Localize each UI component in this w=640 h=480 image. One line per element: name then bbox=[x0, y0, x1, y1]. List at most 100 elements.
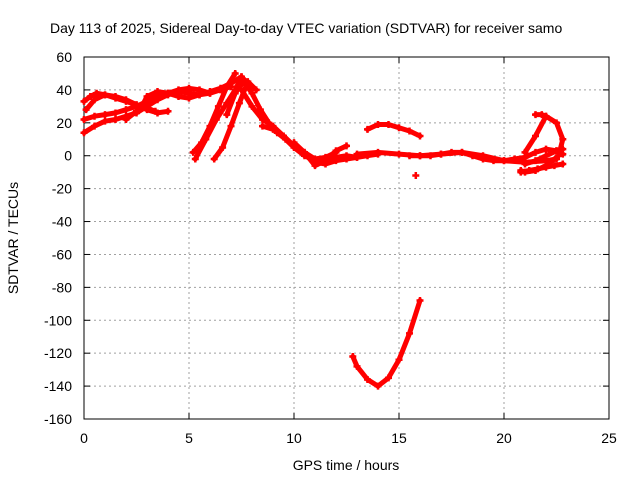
y-tick-label: -160 bbox=[44, 411, 72, 427]
data-point bbox=[80, 97, 88, 105]
data-point bbox=[164, 89, 172, 97]
data-point bbox=[490, 157, 497, 165]
data-point bbox=[223, 111, 231, 119]
data-point bbox=[256, 106, 264, 114]
data-point bbox=[353, 150, 361, 158]
data-point bbox=[343, 155, 350, 163]
data-point bbox=[332, 157, 340, 165]
data-point bbox=[154, 88, 161, 96]
data-point bbox=[139, 101, 147, 109]
data-point bbox=[252, 86, 260, 94]
data-point bbox=[101, 117, 109, 125]
x-tick-label: 20 bbox=[496, 430, 512, 446]
y-tick-label: -120 bbox=[44, 345, 72, 361]
data-point bbox=[248, 102, 256, 110]
data-point bbox=[525, 167, 533, 175]
y-tick-label: -80 bbox=[52, 279, 72, 295]
data-point bbox=[175, 92, 182, 100]
data-point bbox=[269, 125, 277, 133]
data-point bbox=[532, 148, 539, 156]
data-point bbox=[406, 329, 413, 337]
data-point bbox=[112, 92, 119, 100]
data-point bbox=[532, 157, 539, 165]
y-axis-label: SDTVAR / TECUs bbox=[5, 182, 21, 294]
x-axis-ticks: 0 5 10 15 20 25 bbox=[80, 57, 617, 446]
data-point bbox=[559, 145, 567, 153]
data-point bbox=[259, 116, 266, 124]
data-point bbox=[343, 142, 350, 150]
data-point bbox=[437, 150, 445, 158]
data-point bbox=[448, 148, 455, 156]
data-point bbox=[395, 356, 403, 364]
data-point bbox=[311, 162, 319, 170]
data-point bbox=[82, 106, 90, 114]
data-point bbox=[364, 125, 371, 133]
data-point bbox=[214, 102, 222, 110]
data-point bbox=[227, 122, 235, 130]
data-point bbox=[542, 145, 550, 153]
data-point bbox=[231, 69, 239, 77]
data-point bbox=[385, 374, 392, 382]
series-line bbox=[190, 71, 238, 155]
x-tick-label: 10 bbox=[286, 430, 302, 446]
data-point bbox=[559, 135, 567, 143]
data-point bbox=[395, 124, 403, 132]
data-point bbox=[280, 132, 287, 140]
data-point bbox=[189, 148, 197, 156]
series-arc-9 bbox=[210, 78, 260, 163]
data-point bbox=[416, 152, 424, 160]
data-point bbox=[185, 94, 193, 102]
series-arc-13 bbox=[290, 139, 350, 170]
y-tick-label: 60 bbox=[56, 49, 72, 65]
data-point bbox=[206, 88, 214, 96]
data-point bbox=[542, 163, 550, 171]
y-tick-label: -60 bbox=[52, 246, 72, 262]
data-point bbox=[406, 127, 413, 135]
series-arc-19 bbox=[517, 160, 567, 176]
data-point bbox=[101, 111, 109, 119]
series-arc-2 bbox=[82, 91, 172, 117]
data-point bbox=[500, 157, 508, 165]
data-point bbox=[412, 171, 420, 179]
data-point bbox=[238, 73, 245, 81]
series-group bbox=[80, 69, 567, 390]
data-point bbox=[91, 112, 98, 120]
series-point-1 bbox=[412, 171, 420, 179]
data-point bbox=[553, 147, 560, 155]
data-point bbox=[301, 148, 308, 156]
data-point bbox=[416, 297, 424, 305]
data-point bbox=[353, 362, 361, 370]
x-tick-label: 0 bbox=[80, 430, 88, 446]
data-point bbox=[80, 116, 88, 124]
data-point bbox=[559, 160, 567, 168]
y-tick-label: -40 bbox=[52, 214, 72, 230]
data-point bbox=[91, 96, 98, 104]
y-tick-label: -140 bbox=[44, 378, 72, 394]
data-point bbox=[322, 157, 329, 165]
data-point bbox=[521, 160, 529, 168]
data-point bbox=[80, 129, 88, 137]
x-tick-label: 15 bbox=[391, 430, 407, 446]
data-point bbox=[374, 148, 382, 156]
data-point bbox=[164, 107, 172, 115]
data-point bbox=[416, 132, 424, 140]
series-line bbox=[407, 146, 566, 164]
series-arc-21 bbox=[349, 297, 424, 390]
data-point bbox=[86, 92, 94, 100]
data-point bbox=[542, 112, 550, 120]
data-point bbox=[385, 120, 392, 128]
y-tick-label: -100 bbox=[44, 312, 72, 328]
series-arc-14 bbox=[364, 120, 424, 140]
data-point bbox=[532, 132, 539, 140]
series-arc-18 bbox=[521, 145, 567, 168]
data-point bbox=[112, 109, 119, 117]
data-point bbox=[517, 168, 525, 176]
data-point bbox=[231, 89, 239, 97]
data-point bbox=[196, 91, 203, 99]
data-point bbox=[542, 152, 550, 160]
data-point bbox=[133, 107, 140, 115]
data-point bbox=[511, 155, 518, 163]
data-point bbox=[349, 352, 357, 360]
data-point bbox=[248, 89, 256, 97]
